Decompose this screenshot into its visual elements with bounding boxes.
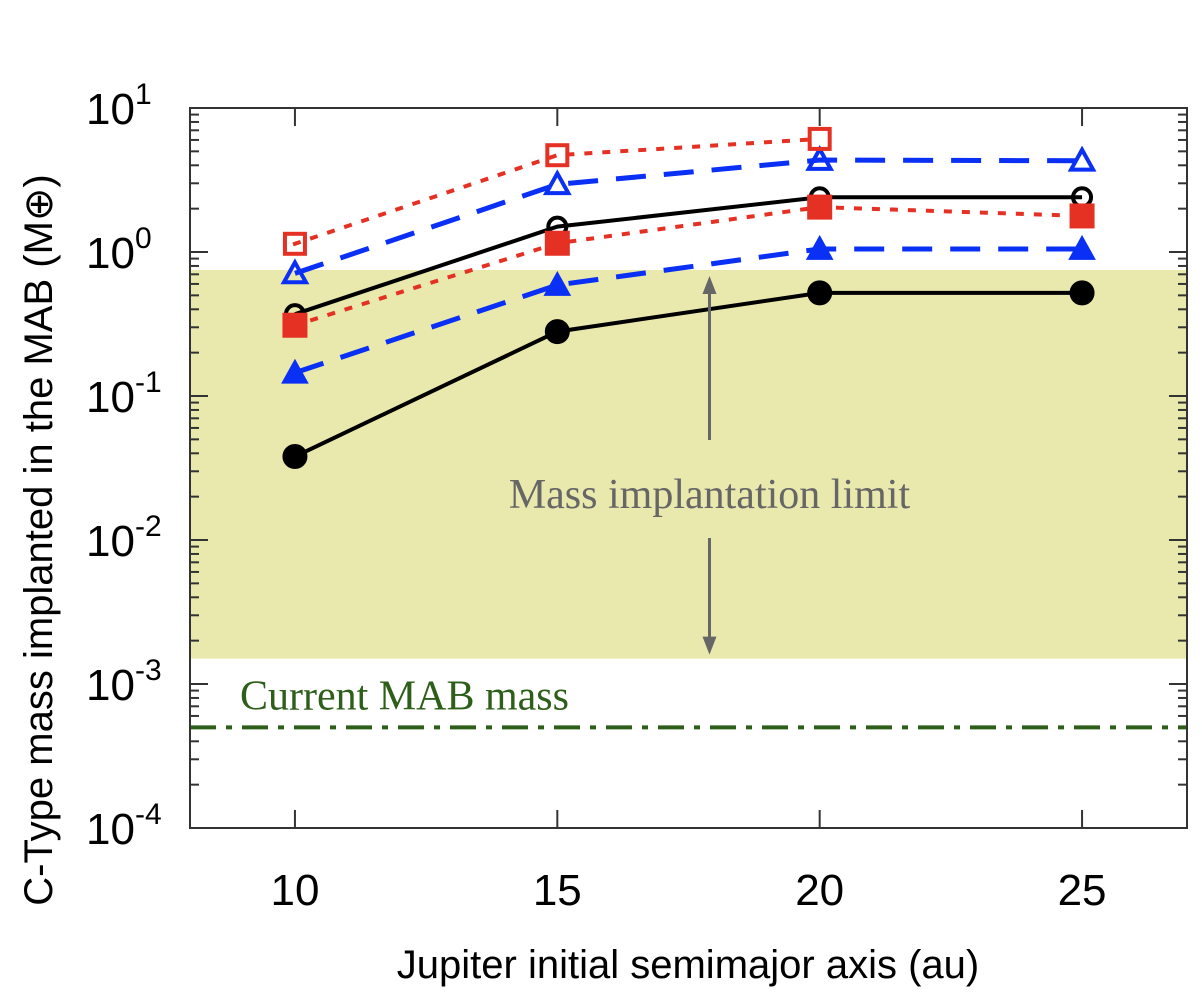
series-filled-circle xyxy=(282,280,1095,470)
series-line xyxy=(294,195,1083,317)
data-point-square xyxy=(282,231,307,256)
data-point-square xyxy=(807,194,833,220)
reference-line-label: Current MAB mass xyxy=(240,673,569,719)
data-point-triangle xyxy=(542,169,572,196)
x-tick-label: 20 xyxy=(795,866,844,915)
data-point-circle xyxy=(807,280,833,306)
series-line xyxy=(292,136,822,247)
data-point-triangle xyxy=(1068,234,1096,260)
data-point-square xyxy=(807,126,832,151)
band-label: Mass implantation limit xyxy=(509,472,911,518)
data-point-square xyxy=(544,230,570,256)
limit-arrows xyxy=(702,275,717,655)
y-axis-label: C-Type mass implanted in the MAB (M⊕) xyxy=(17,174,61,906)
y-tick-labels: 10-4 10-3 10-2 10-1 100 101 xyxy=(86,78,162,854)
series-open-square xyxy=(282,126,832,256)
data-point-triangle xyxy=(805,144,835,171)
y-tick-label: 10-4 xyxy=(86,798,162,854)
data-point-square xyxy=(282,312,308,338)
series-open-triangle xyxy=(280,144,1097,285)
data-point-triangle xyxy=(281,358,309,384)
data-point-triangle xyxy=(280,258,310,285)
x-tick-labels: 10 15 20 25 xyxy=(270,866,1106,915)
arrow-down-head xyxy=(702,636,717,655)
x-tick-label: 10 xyxy=(270,866,319,915)
series-group xyxy=(280,126,1097,470)
x-axis-label: Jupiter initial semimajor axis (au) xyxy=(397,943,979,987)
data-point-triangle xyxy=(1067,145,1097,172)
series-filled-triangle xyxy=(281,234,1096,384)
y-tick-label: 101 xyxy=(86,78,152,134)
x-tick-label: 15 xyxy=(533,866,582,915)
y-tick-label: 100 xyxy=(86,222,152,278)
data-point-circle xyxy=(544,319,570,345)
data-point-circle xyxy=(1069,280,1095,306)
x-tick-label: 25 xyxy=(1058,866,1107,915)
series-line xyxy=(294,246,1083,376)
series-line xyxy=(292,205,1085,328)
arrow-up-head xyxy=(702,275,717,294)
data-point-circle xyxy=(282,444,308,470)
y-tick-label: 10-3 xyxy=(86,654,162,710)
data-point-triangle xyxy=(543,270,572,296)
shaded-band xyxy=(190,269,1187,659)
y-tick-label: 10-1 xyxy=(86,366,162,422)
series-filled-square xyxy=(282,194,1095,338)
series-line xyxy=(294,290,1083,459)
data-point-square xyxy=(545,143,570,168)
series-line xyxy=(294,157,1083,276)
y-tick-label: 10-2 xyxy=(86,510,162,566)
axis-ticks xyxy=(190,108,1187,829)
plot-frame xyxy=(189,107,1188,829)
data-point-triangle xyxy=(805,234,834,260)
data-point-square xyxy=(1069,203,1095,229)
